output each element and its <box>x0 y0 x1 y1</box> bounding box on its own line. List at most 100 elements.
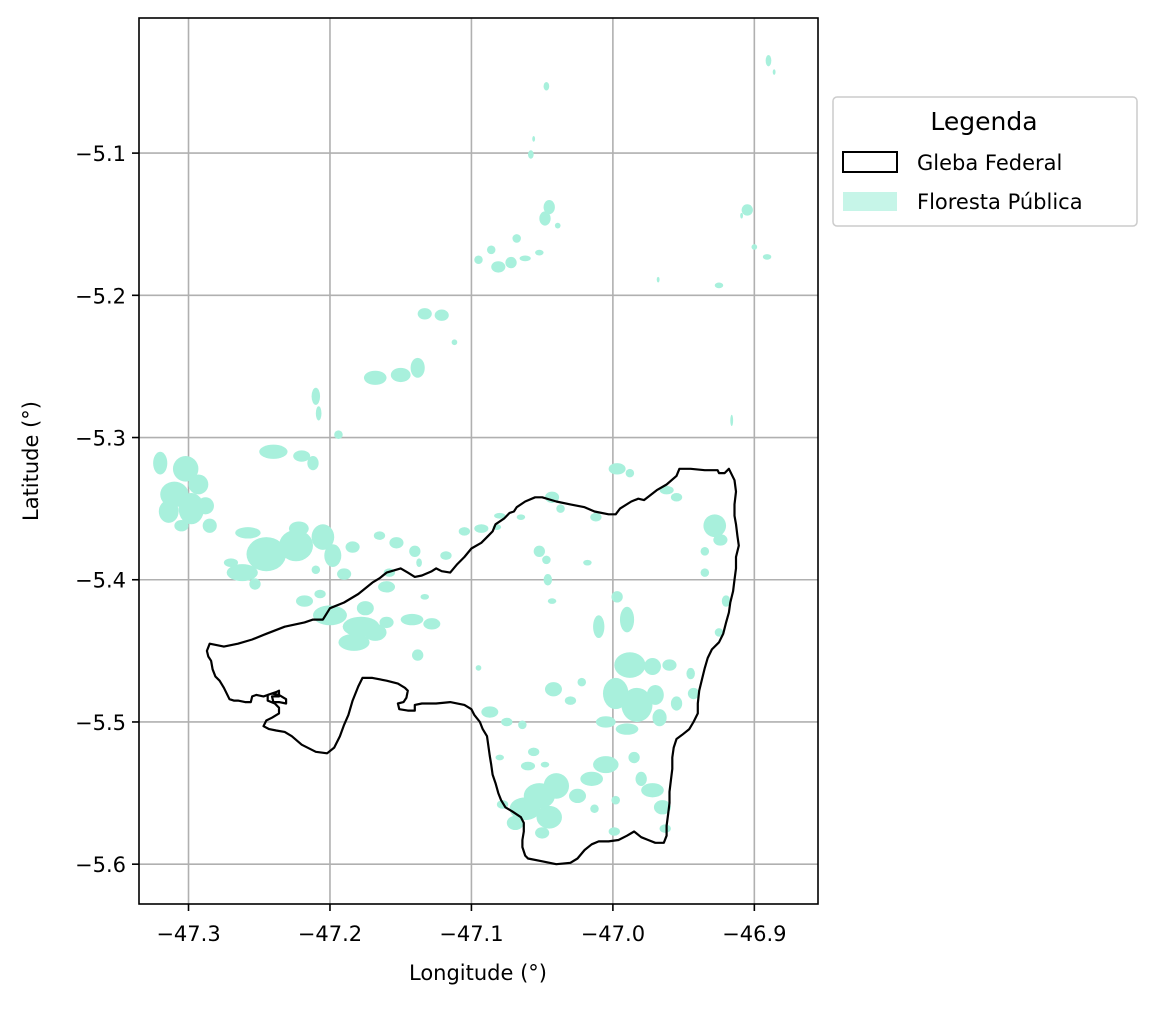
floresta-publica-patch <box>379 616 394 629</box>
floresta-publica-patch <box>279 529 313 562</box>
plot-frame <box>138 17 819 905</box>
floresta-publica-patch <box>614 652 646 678</box>
floresta-publica-patch <box>158 500 179 523</box>
floresta-publica-patch <box>528 150 534 159</box>
legend-swatch-floresta-publica <box>843 192 897 211</box>
floresta-publica-patch <box>670 492 683 502</box>
floresta-publica-patch <box>540 761 550 768</box>
floresta-publica-patch <box>590 804 599 813</box>
floresta-publica-patch <box>646 684 664 705</box>
floresta-publica-patch <box>315 406 322 421</box>
floresta-publica-patch <box>714 628 724 637</box>
floresta-publica-patch <box>475 665 482 671</box>
floresta-publica-patch <box>235 527 261 539</box>
floresta-publica-patch <box>246 537 287 572</box>
floresta-publica-patch <box>564 696 577 705</box>
floresta-publica-patch <box>296 595 313 607</box>
floresta-publica-patch <box>580 771 603 786</box>
floresta-publica-patch <box>334 430 343 439</box>
legend-label-floresta-publica: Floresta Pública <box>917 190 1083 214</box>
floresta-publica-patch <box>423 618 441 630</box>
floresta-publica-patch <box>416 558 422 567</box>
floresta-publica-patch <box>556 504 565 513</box>
gridlines <box>139 18 818 904</box>
floresta-publica-patch <box>311 387 321 405</box>
floresta-publica-patch <box>481 706 499 718</box>
floresta-publica-patch <box>202 518 217 533</box>
legend-label-gleba-federal: Gleba Federal <box>917 151 1062 175</box>
x-tick-label: −47.3 <box>156 922 220 946</box>
floresta-publica-patch <box>543 81 550 91</box>
floresta-publica-patch <box>590 512 602 522</box>
floresta-publica-patch <box>659 485 674 495</box>
floresta-publica-patch <box>741 204 753 216</box>
floresta-publica-patch <box>495 754 504 761</box>
legend-title: Legenda <box>930 107 1037 136</box>
floresta-publica-patch <box>400 613 424 626</box>
floresta-publica-patch <box>740 212 744 219</box>
floresta-publica-patch <box>543 574 553 586</box>
floresta-publica-patch <box>506 815 524 831</box>
floresta-publica-patch <box>356 601 374 616</box>
floresta-publica-patch <box>174 520 189 532</box>
floresta-publica-patch <box>307 456 319 471</box>
floresta-publica-patch <box>687 687 700 700</box>
floresta-publica-patch <box>762 254 772 260</box>
gleba-federal-layer <box>205 467 740 866</box>
floresta-publica-patch <box>409 545 421 557</box>
floresta-publica-patch <box>458 527 471 536</box>
floresta-publica-patch <box>528 747 540 757</box>
y-tick-label: −5.5 <box>75 711 126 735</box>
floresta-publica-patch <box>249 578 261 590</box>
floresta-publica-patch <box>595 716 616 728</box>
floresta-publica-patch <box>153 451 168 475</box>
floresta-publica-patch <box>751 244 758 250</box>
floresta-publica-patch <box>713 534 728 546</box>
floresta-publica-patch <box>554 222 561 229</box>
floresta-publica-patch <box>593 615 605 639</box>
floresta-publica-patch <box>288 521 309 536</box>
floresta-publica-patch <box>172 456 199 482</box>
floresta-publica-patch <box>544 682 562 697</box>
floresta-publica-layer <box>153 54 776 839</box>
floresta-publica-patch <box>501 717 513 727</box>
floresta-publica-patch <box>772 69 776 75</box>
floresta-publica-patch <box>532 136 536 142</box>
floresta-publica-patch <box>311 524 335 550</box>
floresta-publica-patch <box>659 824 671 833</box>
y-tick-label: −5.3 <box>75 427 126 451</box>
floresta-publica-patch <box>434 309 449 321</box>
floresta-publica-patch <box>337 568 352 580</box>
floresta-publica-patch <box>373 531 386 540</box>
floresta-publica-patch <box>390 367 411 383</box>
floresta-publica-patch <box>615 723 639 735</box>
floresta-publica-patch <box>533 545 545 557</box>
floresta-publica-patch <box>410 357 425 378</box>
floresta-publica-patch <box>420 593 429 600</box>
floresta-publica-patch <box>765 54 772 67</box>
floresta-publica-patch <box>324 544 342 567</box>
floresta-publica-patch <box>543 200 555 215</box>
floresta-publica-patch <box>670 696 683 711</box>
floresta-publica-patch <box>700 547 710 556</box>
floresta-publica-patch <box>338 633 370 651</box>
floresta-publica-patch <box>611 591 623 603</box>
floresta-publica-patch <box>611 795 620 805</box>
x-tick-label: −46.9 <box>722 922 786 946</box>
legend: Legenda Gleba Federal Floresta Pública <box>832 96 1138 227</box>
floresta-publica-patch <box>412 649 424 661</box>
floresta-publica-patch <box>569 788 587 804</box>
floresta-publica-patch <box>542 555 551 565</box>
y-tick-label: −5.4 <box>75 569 126 593</box>
y-axis-label: Latitude (°) <box>19 401 43 521</box>
floresta-publica-patch <box>700 568 710 577</box>
floresta-publica-patch <box>535 827 550 839</box>
floresta-publica-patch <box>621 687 653 722</box>
floresta-publica-patch <box>593 756 619 774</box>
floresta-publica-patch <box>178 492 205 525</box>
floresta-publica-patch <box>196 497 214 515</box>
floresta-publica-patch <box>730 414 734 427</box>
floresta-publica-patch <box>539 211 551 226</box>
